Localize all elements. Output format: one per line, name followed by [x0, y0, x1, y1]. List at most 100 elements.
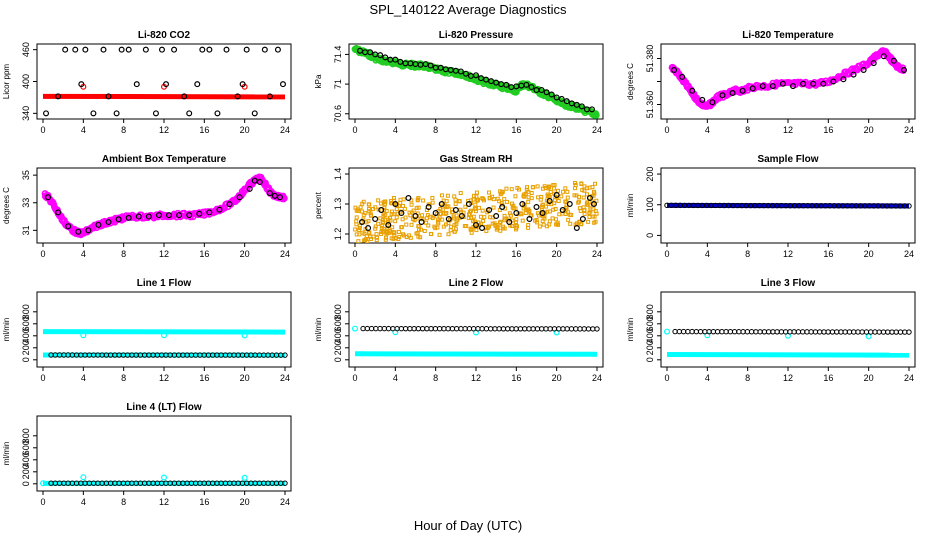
data-point	[506, 219, 513, 226]
chart-title: Li-820 Temperature	[742, 30, 834, 41]
data-point	[592, 191, 597, 196]
data-point	[78, 81, 85, 88]
data-point	[478, 214, 483, 219]
data-point	[578, 208, 583, 213]
data-point	[234, 93, 241, 100]
data-point	[421, 198, 426, 203]
x-tick-label: 16	[199, 125, 209, 135]
data-point	[133, 81, 140, 88]
x-tick-label: 20	[552, 125, 562, 135]
x-tick-label: 16	[823, 373, 833, 383]
data-point	[458, 213, 465, 220]
data-point	[503, 81, 510, 88]
data-point	[547, 326, 553, 332]
data-point	[479, 326, 485, 332]
x-tick-label: 24	[280, 373, 290, 383]
y-axis-label: kPa	[314, 74, 323, 88]
data-point	[365, 225, 372, 232]
x-tick-label: 4	[393, 125, 398, 135]
data-point	[422, 61, 429, 68]
data-point	[416, 196, 421, 201]
data-point	[384, 231, 389, 236]
data-point	[466, 216, 471, 221]
data-point	[579, 181, 584, 186]
data-point	[462, 326, 468, 332]
data-point	[396, 237, 401, 242]
data-point	[482, 215, 487, 220]
x-tick-label: 8	[121, 125, 126, 135]
data-point	[495, 225, 500, 230]
y-axis-label: degrees C	[626, 63, 635, 100]
data-point	[863, 329, 870, 335]
data-point	[452, 194, 457, 199]
data-point	[559, 207, 566, 214]
data-point	[548, 91, 555, 98]
data-point	[226, 201, 233, 208]
data-point	[890, 57, 897, 64]
data-point	[533, 204, 540, 211]
data-point	[709, 99, 716, 106]
data-point	[517, 326, 524, 332]
data-point	[404, 235, 409, 240]
data-point	[520, 218, 525, 223]
data-point	[457, 199, 462, 204]
data-point	[382, 207, 387, 212]
data-point	[353, 227, 358, 232]
data-point	[736, 329, 742, 335]
data-point	[534, 326, 541, 332]
data-point	[473, 222, 480, 229]
data-point	[454, 222, 459, 227]
data-point	[526, 326, 532, 332]
data-point	[115, 216, 122, 223]
data-point	[488, 78, 495, 85]
data-point	[697, 328, 704, 335]
data-point	[573, 181, 578, 186]
data-point	[374, 238, 379, 243]
series-group	[41, 173, 288, 239]
data-point	[457, 68, 464, 75]
data-point	[85, 227, 92, 234]
x-axis-caption: Hour of Day (UTC)	[413, 518, 523, 533]
data-point	[473, 202, 478, 207]
data-point	[496, 326, 502, 332]
data-point	[526, 223, 531, 228]
data-point	[588, 207, 593, 212]
x-tick-label: 16	[511, 125, 521, 135]
data-point	[744, 329, 751, 335]
data-point	[75, 228, 82, 235]
data-point	[493, 213, 500, 220]
data-point	[441, 211, 446, 216]
data-point	[578, 103, 585, 110]
data-point	[246, 185, 253, 192]
data-point	[592, 220, 597, 225]
chart-panel-7: Line 1 Flow ml/min 0 4 8 12 16 20 24 0 20040060080…	[2, 278, 292, 383]
data-point	[385, 222, 392, 229]
y-axis-label: ml/min	[2, 442, 11, 466]
data-point	[548, 190, 553, 195]
data-point	[384, 229, 389, 234]
chart-title: Line 3 Flow	[761, 278, 816, 289]
data-point	[556, 199, 561, 204]
data-point	[663, 328, 670, 335]
data-point	[474, 197, 479, 202]
data-point	[590, 214, 595, 219]
data-point	[408, 213, 413, 218]
data-point	[374, 232, 379, 237]
data-point	[95, 221, 102, 228]
data-point	[409, 202, 414, 207]
data-point	[72, 46, 79, 53]
data-point	[680, 328, 687, 335]
x-tick-label: 24	[280, 125, 290, 135]
data-point	[568, 100, 575, 107]
data-point	[729, 89, 736, 96]
chart-panel-6: Sample Flow ml/min 0 4 8 12 16 20 24 0 100 200	[626, 154, 916, 259]
y-tick-label: 33	[21, 198, 31, 208]
data-point	[357, 223, 362, 228]
data-point	[558, 95, 565, 102]
y-tick-label: 600	[645, 316, 655, 331]
data-point	[484, 228, 489, 233]
data-point	[356, 239, 361, 243]
data-point	[388, 199, 393, 204]
data-point	[419, 325, 426, 332]
x-tick-label: 16	[823, 125, 833, 135]
